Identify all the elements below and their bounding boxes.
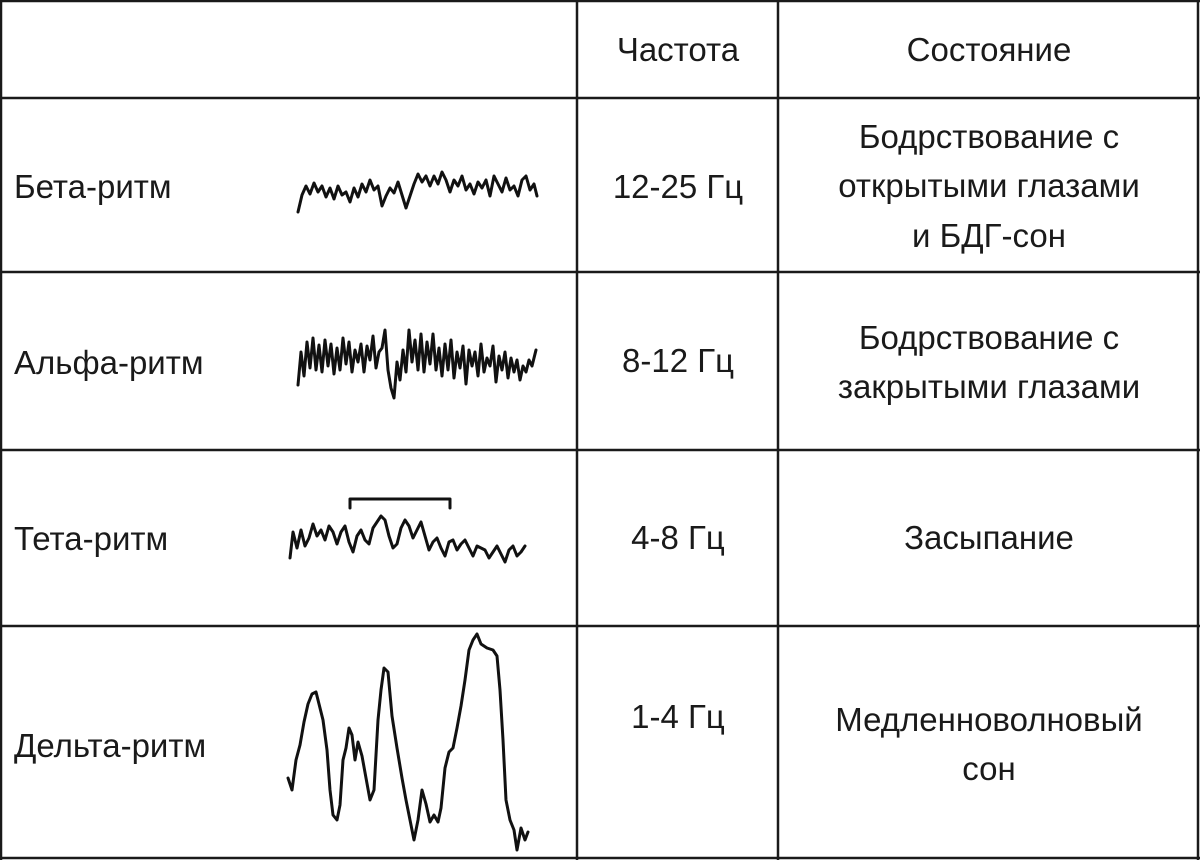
frequency-theta: 4-8 Гц — [631, 519, 725, 556]
state-beta-line1: Бодрствование с — [858, 118, 1120, 155]
state-delta-line1: Медленноволновый — [835, 701, 1143, 738]
frequency-delta: 1-4 Гц — [631, 698, 725, 735]
state-theta-line1: Засыпание — [904, 519, 1074, 556]
rhythm-label-alpha: Альфа-ритм — [14, 344, 204, 381]
state-alpha-line2: закрытыми глазами — [837, 368, 1141, 405]
state-delta-line2: сон — [962, 750, 1016, 787]
rhythm-label-beta: Бета-ритм — [14, 168, 172, 205]
frequency-alpha: 8-12 Гц — [622, 342, 734, 379]
header-frequency: Частота — [616, 31, 740, 68]
state-beta-line2: открытыми глазами — [838, 167, 1140, 204]
frequency-beta: 12-25 Гц — [612, 168, 744, 205]
rhythm-label-delta: Дельта-ритм — [14, 727, 207, 764]
rhythm-label-theta: Тета-ритм — [14, 520, 169, 557]
state-beta-line3: и БДГ-сон — [912, 217, 1066, 254]
state-alpha-line1: Бодрствование с — [858, 319, 1120, 356]
header-state: Состояние — [906, 31, 1072, 68]
